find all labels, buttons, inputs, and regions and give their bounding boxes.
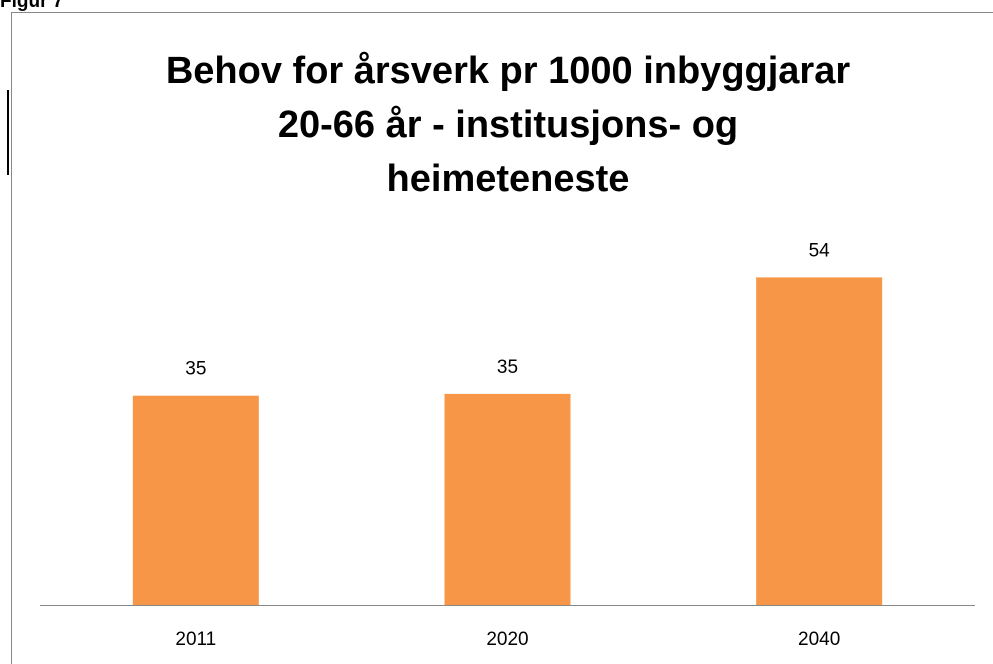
x-tick-label: 2020 bbox=[486, 629, 528, 650]
figure-label: Figur 7 bbox=[0, 0, 63, 12]
chart-frame bbox=[11, 12, 993, 664]
x-tick-label: 2040 bbox=[798, 629, 840, 650]
chart-title: Behov for årsverk pr 1000 inbyggjarar bbox=[166, 50, 851, 92]
data-label: 54 bbox=[809, 240, 831, 261]
bar bbox=[132, 395, 259, 605]
bar bbox=[756, 277, 883, 605]
chart-title: 20-66 år - institusjons- og bbox=[278, 104, 738, 146]
data-label: 35 bbox=[497, 357, 518, 378]
chart-title: heimeteneste bbox=[387, 158, 630, 200]
data-label: 35 bbox=[185, 359, 206, 380]
bar bbox=[444, 393, 571, 605]
x-tick-label: 2011 bbox=[175, 629, 216, 650]
